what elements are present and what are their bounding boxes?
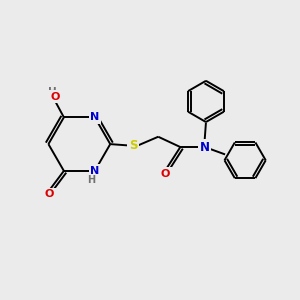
Text: O: O [44,189,54,200]
Text: N: N [200,141,209,154]
Text: O: O [50,92,60,102]
Text: N: N [200,141,209,154]
Text: O: O [161,169,170,179]
Text: N: N [90,112,99,122]
Text: N: N [90,166,99,176]
Text: H: H [48,87,56,97]
Text: H: H [87,175,95,185]
Text: S: S [129,139,137,152]
